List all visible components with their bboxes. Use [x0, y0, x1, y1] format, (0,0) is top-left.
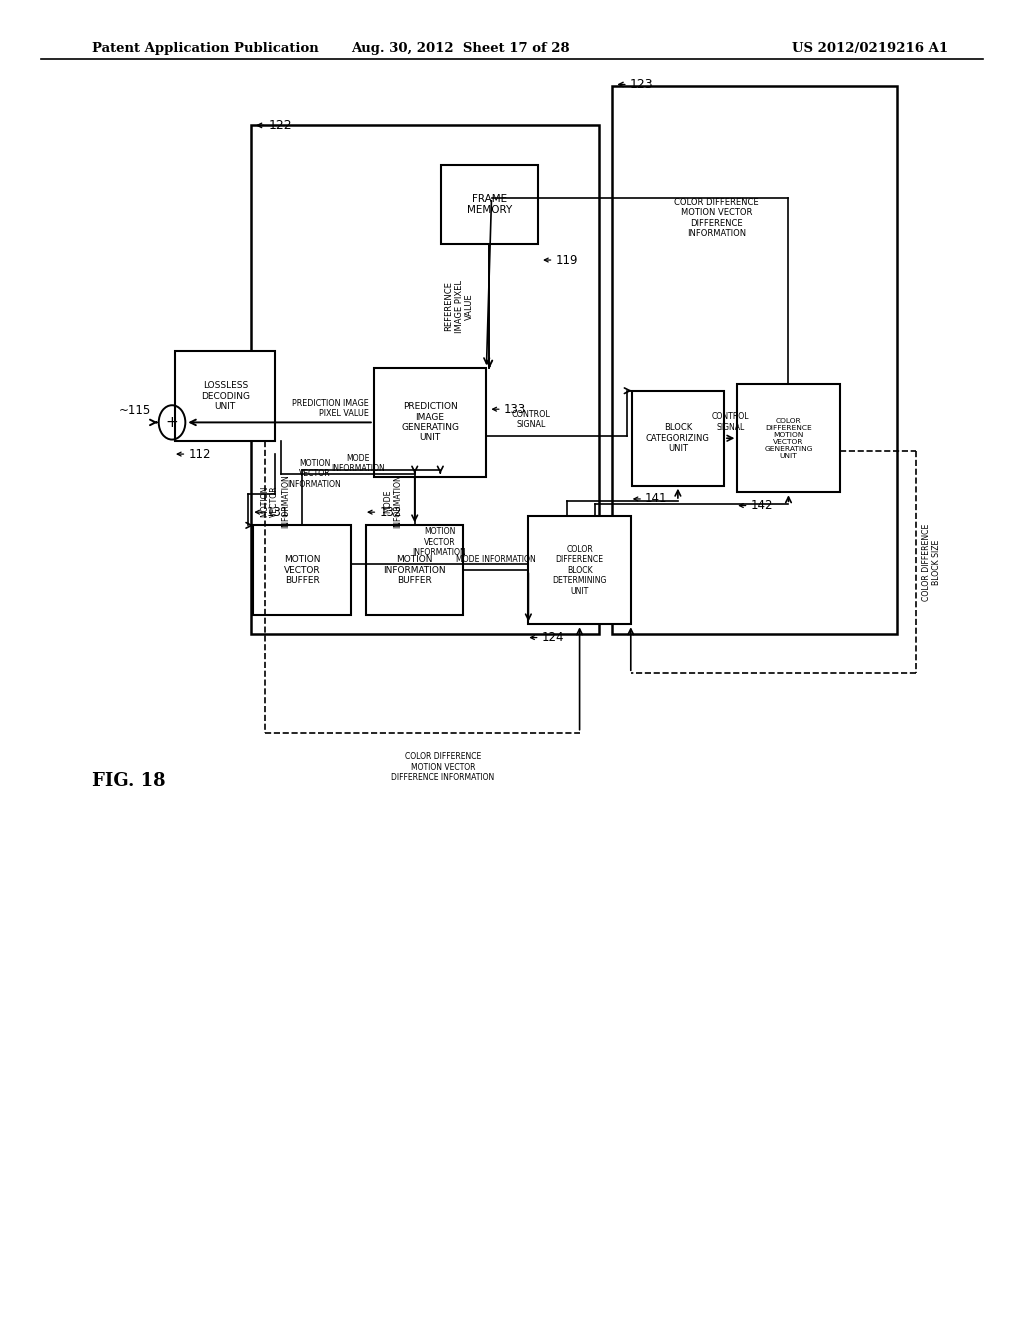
Text: CONTROL
SIGNAL: CONTROL SIGNAL: [712, 412, 750, 432]
Bar: [440, 165, 539, 244]
Bar: [175, 351, 275, 441]
Text: 133: 133: [504, 403, 526, 416]
Text: LOSSLESS
DECODING
UNIT: LOSSLESS DECODING UNIT: [201, 381, 250, 411]
Text: US 2012/0219216 A1: US 2012/0219216 A1: [793, 42, 948, 55]
Text: +: +: [166, 414, 178, 430]
Bar: [367, 525, 463, 615]
Text: 119: 119: [555, 253, 578, 267]
Text: 122: 122: [268, 119, 292, 132]
Bar: [374, 368, 486, 477]
Text: COLOR DIFFERENCE
BLOCK SIZE: COLOR DIFFERENCE BLOCK SIZE: [922, 524, 941, 601]
Text: FRAME
MEMORY: FRAME MEMORY: [467, 194, 512, 215]
Text: 112: 112: [188, 447, 211, 461]
Text: COLOR
DIFFERENCE
BLOCK
DETERMINING
UNIT: COLOR DIFFERENCE BLOCK DETERMINING UNIT: [552, 545, 607, 595]
Text: 141: 141: [645, 492, 668, 506]
Text: PREDICTION
IMAGE
GENERATING
UNIT: PREDICTION IMAGE GENERATING UNIT: [401, 403, 459, 442]
Bar: [632, 391, 724, 486]
Bar: [737, 384, 840, 492]
Text: 131: 131: [266, 506, 289, 519]
Bar: [528, 516, 631, 624]
Text: FIG. 18: FIG. 18: [92, 772, 166, 791]
Bar: [254, 525, 350, 615]
Bar: [251, 125, 599, 634]
Text: ~115: ~115: [119, 404, 151, 417]
Text: MOTION
VECTOR
INFORMATION: MOTION VECTOR INFORMATION: [288, 459, 341, 488]
Text: 132: 132: [380, 506, 401, 519]
Text: MODE
INFORMATION: MODE INFORMATION: [331, 454, 385, 473]
Text: COLOR
DIFFERENCE
MOTION
VECTOR
GENERATING
UNIT: COLOR DIFFERENCE MOTION VECTOR GENERATIN…: [764, 417, 813, 459]
Text: BLOCK
CATEGORIZING
UNIT: BLOCK CATEGORIZING UNIT: [646, 424, 710, 453]
Text: CONTROL
SIGNAL: CONTROL SIGNAL: [512, 409, 551, 429]
Bar: [612, 86, 897, 634]
Text: MOTION
VECTOR
BUFFER: MOTION VECTOR BUFFER: [284, 556, 321, 585]
Text: COLOR DIFFERENCE
MOTION VECTOR
DIFFERENCE
INFORMATION: COLOR DIFFERENCE MOTION VECTOR DIFFERENC…: [675, 198, 759, 238]
Text: 142: 142: [751, 499, 773, 512]
Text: Aug. 30, 2012  Sheet 17 of 28: Aug. 30, 2012 Sheet 17 of 28: [351, 42, 570, 55]
Text: Patent Application Publication: Patent Application Publication: [92, 42, 318, 55]
Text: MOTION
INFORMATION
BUFFER: MOTION INFORMATION BUFFER: [383, 556, 446, 585]
Text: PREDICTION IMAGE
PIXEL VALUE: PREDICTION IMAGE PIXEL VALUE: [292, 399, 369, 418]
Text: 124: 124: [542, 631, 564, 644]
Text: MODE INFORMATION: MODE INFORMATION: [456, 554, 536, 564]
Text: 123: 123: [630, 78, 653, 91]
Text: MOTION
VECTOR
INFORMATION: MOTION VECTOR INFORMATION: [413, 527, 466, 557]
Text: COLOR DIFFERENCE
MOTION VECTOR
DIFFERENCE INFORMATION: COLOR DIFFERENCE MOTION VECTOR DIFFERENC…: [391, 752, 495, 783]
Text: MOTION
VECTOR
INFORMATION: MOTION VECTOR INFORMATION: [260, 474, 290, 528]
Text: MODE
INFORMATION: MODE INFORMATION: [383, 474, 402, 528]
Text: REFERENCE
IMAGE PIXEL
VALUE: REFERENCE IMAGE PIXEL VALUE: [444, 280, 474, 333]
